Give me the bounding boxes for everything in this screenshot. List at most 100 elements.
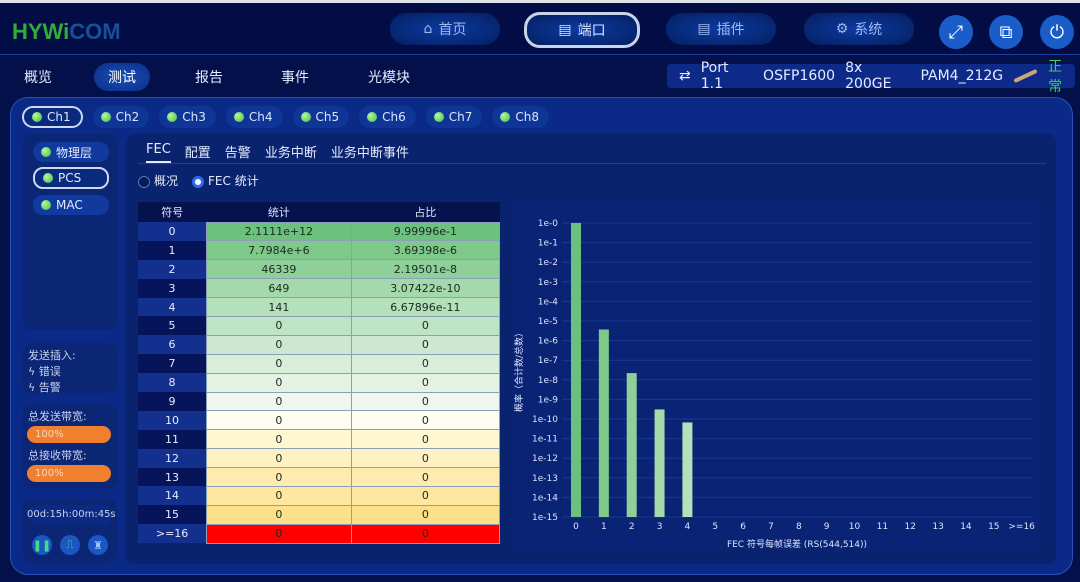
table-row: 2 46339 2.19501e-8 bbox=[138, 259, 501, 280]
radio-overview[interactable]: 概况 bbox=[138, 172, 178, 189]
port-icon: ▤ bbox=[558, 22, 572, 38]
radio-fec-stats[interactable]: FEC 统计 bbox=[192, 172, 259, 189]
menu-events[interactable]: 事件 bbox=[281, 70, 309, 86]
menu-report[interactable]: 报告 bbox=[195, 70, 223, 86]
pause-icon: ❚❚ bbox=[32, 538, 52, 552]
tab-ch2[interactable]: Ch2 bbox=[92, 106, 150, 128]
power-button[interactable]: ⏻ bbox=[1040, 15, 1074, 49]
symbol-cell: 2 bbox=[138, 259, 207, 279]
nav-home-button[interactable]: ⌂ 首页 bbox=[390, 13, 500, 45]
layer-physical[interactable]: 物理层 bbox=[33, 142, 109, 162]
status-badge: 正常 bbox=[1048, 59, 1063, 95]
screenshot-button[interactable]: ⧉ bbox=[989, 15, 1023, 49]
y-tick-label: 1e-8 bbox=[538, 376, 559, 386]
layer-pcs[interactable]: PCS bbox=[33, 167, 109, 189]
x-tick-label: 15 bbox=[988, 522, 999, 532]
symbol-cell: 11 bbox=[138, 429, 207, 449]
status-dot-icon bbox=[41, 147, 51, 157]
symbol-cell: 15 bbox=[138, 505, 207, 525]
table-row: 0 2.1111e+12 9.99996e-1 bbox=[138, 221, 501, 242]
table-row: 11 0 0 bbox=[138, 429, 501, 450]
tab-ch1[interactable]: Ch1 bbox=[22, 106, 83, 128]
layer-mac[interactable]: MAC bbox=[33, 195, 109, 215]
y-tick-label: 1e-13 bbox=[532, 474, 558, 484]
y-tick-label: 1e-14 bbox=[532, 493, 558, 503]
divider bbox=[138, 163, 1046, 164]
tab-ch4[interactable]: Ch4 bbox=[225, 106, 283, 128]
status-dot-icon bbox=[500, 112, 511, 122]
status-dot-icon bbox=[32, 112, 42, 122]
tab-ch7[interactable]: Ch7 bbox=[425, 106, 483, 128]
y-tick-label: 1e-15 bbox=[532, 513, 558, 523]
count-cell: 649 bbox=[206, 278, 352, 299]
logo: HYWiCOM bbox=[12, 19, 121, 44]
lightning-icon: ϟ bbox=[28, 381, 36, 394]
tab-ch3[interactable]: Ch3 bbox=[159, 106, 216, 128]
tab-fec[interactable]: FEC bbox=[146, 142, 171, 163]
plugin-icon: ▤ bbox=[697, 21, 711, 37]
y-tick-label: 1e-5 bbox=[538, 317, 558, 327]
y-tick-label: 1e-6 bbox=[538, 337, 559, 347]
status-dot-icon bbox=[433, 112, 444, 122]
fullscreen-button[interactable]: ⤢ bbox=[939, 15, 973, 49]
column-header: 占比 bbox=[351, 202, 500, 222]
pulse-icon: ⎍ bbox=[66, 538, 74, 551]
count-cell: 0 bbox=[206, 504, 352, 525]
tx-bandwidth-bar: 100% bbox=[27, 426, 111, 443]
symbol-cell: 3 bbox=[138, 278, 207, 298]
tab-alarm[interactable]: 告警 bbox=[224, 146, 251, 161]
symbol-cell: 1 bbox=[138, 240, 207, 260]
nav-port-button[interactable]: ▤ 端口 bbox=[524, 12, 640, 48]
table-row: 14 0 0 bbox=[138, 485, 501, 506]
tab-service-interruption-events[interactable]: 业务中断事件 bbox=[330, 146, 409, 161]
y-tick-label: 1e-4 bbox=[538, 297, 559, 307]
clear-button[interactable]: ♜ bbox=[88, 535, 108, 555]
x-tick-label: 12 bbox=[905, 522, 916, 532]
symbol-cell: 10 bbox=[138, 410, 207, 430]
swap-icon: ⇄ bbox=[679, 68, 691, 84]
symbol-cell: 4 bbox=[138, 297, 207, 317]
symbol-cell: 9 bbox=[138, 392, 207, 411]
symbol-cell: 0 bbox=[138, 222, 207, 241]
status-dot-icon bbox=[41, 200, 51, 210]
inject-error[interactable]: ϟ 错误 bbox=[28, 365, 61, 378]
inject-box: 发送插入: ϟ 错误 ϟ 告警 bbox=[23, 343, 117, 394]
count-cell: 0 bbox=[206, 523, 352, 544]
tab-service-interruption[interactable]: 业务中断 bbox=[264, 146, 317, 161]
x-tick-label: >=16 bbox=[1008, 522, 1035, 532]
inject-alarm[interactable]: ϟ 告警 bbox=[28, 381, 61, 394]
menu-overview[interactable]: 概览 bbox=[24, 70, 52, 86]
tab-ch8[interactable]: Ch8 bbox=[492, 106, 549, 128]
layer-sidebar: 物理层 PCS MAC bbox=[23, 134, 117, 330]
x-tick-label: 1 bbox=[601, 522, 607, 532]
menu-optical-module[interactable]: 光模块 bbox=[368, 70, 410, 86]
tab-ch6[interactable]: Ch6 bbox=[359, 106, 416, 128]
ratio-cell: 0 bbox=[350, 391, 501, 412]
pause-button[interactable]: ❚❚ bbox=[32, 535, 52, 555]
tab-ch5[interactable]: Ch5 bbox=[292, 106, 350, 128]
nav-system-button[interactable]: ⚙ 系统 bbox=[804, 13, 914, 45]
count-cell: 0 bbox=[206, 372, 352, 393]
ratio-cell: 0 bbox=[350, 315, 501, 336]
y-tick-label: 1e-2 bbox=[538, 258, 558, 268]
count-cell: 0 bbox=[206, 334, 352, 355]
timer-box: 00d:15h:00m:45s ❚❚ ⎍ ♜ bbox=[23, 499, 117, 563]
count-cell: 0 bbox=[206, 410, 352, 431]
x-axis-label: FEC 符号每帧误差 (RS(544,514)) bbox=[727, 538, 867, 550]
tab-config[interactable]: 配置 bbox=[184, 146, 211, 161]
y-tick-label: 1e-1 bbox=[538, 239, 558, 249]
menu-test[interactable]: 测试 bbox=[94, 63, 150, 91]
nav-plugin-button[interactable]: ▤ 插件 bbox=[666, 13, 776, 45]
table-row: 12 0 0 bbox=[138, 448, 501, 469]
table-row: 1 7.7984e+6 3.69398e-6 bbox=[138, 240, 501, 261]
table-row: 3 649 3.07422e-10 bbox=[138, 278, 501, 299]
table-row: 15 0 0 bbox=[138, 504, 501, 525]
x-tick-label: 0 bbox=[573, 522, 579, 532]
ratio-cell: 9.99996e-1 bbox=[350, 221, 501, 242]
pulse-button[interactable]: ⎍ bbox=[60, 535, 80, 555]
y-tick-label: 1e-12 bbox=[532, 454, 558, 464]
x-tick-label: 4 bbox=[685, 522, 691, 532]
